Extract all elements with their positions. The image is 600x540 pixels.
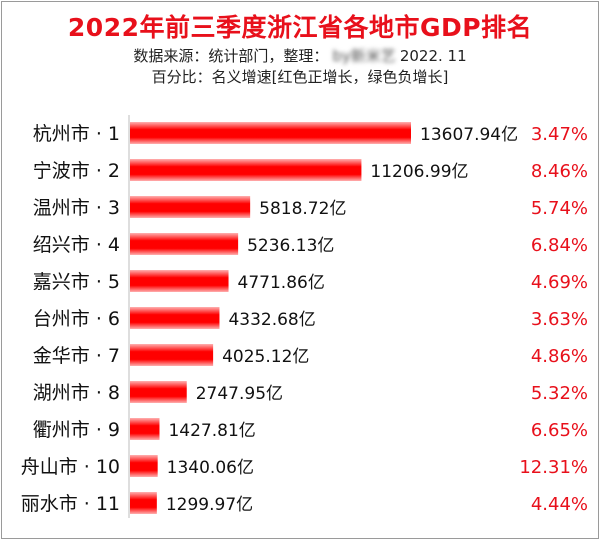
- value-label: 4332.68亿: [228, 310, 315, 330]
- source-date: 2022. 11: [399, 47, 467, 65]
- bar: [130, 307, 220, 329]
- value-label: 1340.06亿: [167, 458, 254, 478]
- value-label: 1427.81亿: [168, 421, 255, 441]
- value-label: 4025.12亿: [222, 347, 309, 367]
- bar: [130, 196, 251, 218]
- bar: [130, 492, 157, 514]
- category-label: 台州市 · 6: [33, 308, 120, 330]
- growth-label: 6.84%: [531, 235, 588, 256]
- category-label: 绍兴市 · 4: [33, 234, 120, 256]
- bar: [130, 344, 214, 366]
- category-label: 温州市 · 3: [33, 197, 120, 219]
- category-label: 湖州市 · 8: [33, 382, 120, 404]
- chart-title: 2022年前三季度浙江省各地市GDP排名: [67, 13, 533, 42]
- value-label: 13607.94亿: [420, 125, 518, 145]
- source-line: 数据来源：统计部门，整理： by新米艺 2022. 11: [0, 45, 600, 66]
- value-label: 5236.13亿: [247, 236, 334, 256]
- growth-label: 4.86%: [531, 346, 588, 367]
- value-label: 2747.95亿: [196, 384, 283, 404]
- growth-label: 5.74%: [531, 198, 588, 219]
- category-label: 嘉兴市 · 5: [33, 271, 120, 293]
- growth-label: 3.47%: [531, 124, 588, 145]
- bar: [130, 233, 239, 255]
- category-label: 金华市 · 7: [33, 345, 120, 367]
- bar: [130, 418, 160, 440]
- growth-label: 4.69%: [531, 272, 588, 293]
- source-prefix: 数据来源：统计部门，整理：: [133, 47, 329, 65]
- growth-note: 百分比：名义增速[红色正增长，绿色负增长]: [151, 68, 449, 86]
- bar: [130, 122, 411, 144]
- growth-label: 8.46%: [531, 161, 588, 182]
- growth-label: 12.31%: [519, 457, 588, 478]
- category-label: 杭州市 · 1: [33, 123, 120, 145]
- source-author: by新米艺: [332, 47, 396, 65]
- growth-label: 5.32%: [531, 383, 588, 404]
- growth-label: 6.65%: [531, 420, 588, 441]
- category-label: 衢州市 · 9: [33, 419, 120, 441]
- value-label: 5818.72亿: [259, 199, 346, 219]
- bar: [130, 159, 362, 181]
- growth-label: 4.44%: [531, 494, 588, 515]
- value-label: 1299.97亿: [166, 495, 253, 515]
- bar: [130, 381, 187, 403]
- value-label: 4771.86亿: [238, 273, 325, 293]
- category-label: 舟山市 · 10: [21, 456, 120, 478]
- growth-label: 3.63%: [531, 309, 588, 330]
- bar: [130, 455, 158, 477]
- value-label: 11206.99亿: [370, 162, 468, 182]
- category-label: 宁波市 · 2: [33, 160, 120, 182]
- category-label: 丽水市 · 11: [21, 493, 120, 515]
- bar: [130, 270, 229, 292]
